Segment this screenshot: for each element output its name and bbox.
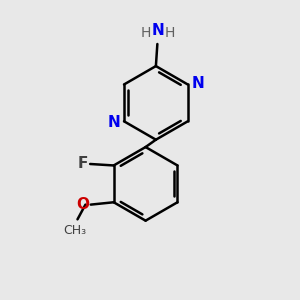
Text: H: H bbox=[164, 26, 175, 40]
Text: H: H bbox=[141, 26, 152, 40]
Text: N: N bbox=[152, 22, 164, 38]
Text: N: N bbox=[108, 115, 121, 130]
Text: O: O bbox=[76, 197, 89, 212]
Text: F: F bbox=[77, 157, 88, 172]
Text: N: N bbox=[191, 76, 204, 91]
Text: CH₃: CH₃ bbox=[63, 224, 86, 237]
